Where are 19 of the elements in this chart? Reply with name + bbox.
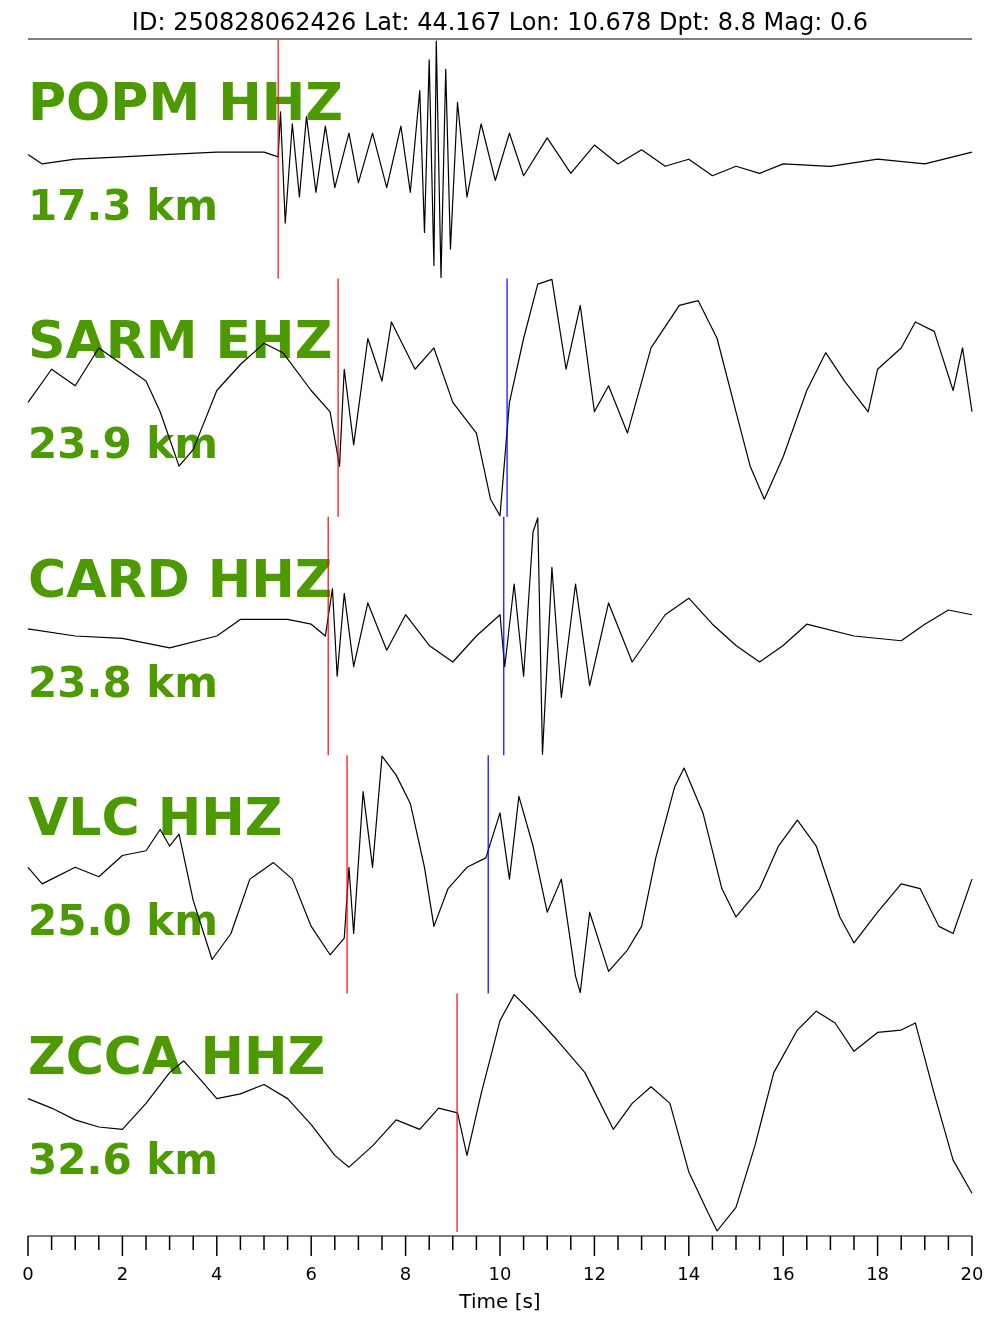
x-tick-label: 14 bbox=[677, 1263, 701, 1284]
x-tick-label: 10 bbox=[488, 1263, 512, 1284]
x-tick-label: 0 bbox=[22, 1263, 34, 1284]
annotation: VLC HHZ bbox=[28, 787, 283, 848]
annotation: 23.8 km bbox=[28, 657, 218, 707]
chart-title: ID: 250828062426 Lat: 44.167 Lon: 10.678 Dpt: 8.8 Mag: 0.6 bbox=[131, 8, 869, 36]
x-tick-label: 18 bbox=[866, 1263, 890, 1284]
x-axis-title: Time [s] bbox=[458, 1289, 541, 1313]
annotation: ZCCA HHZ bbox=[28, 1025, 326, 1086]
x-tick-label: 2 bbox=[116, 1263, 129, 1284]
x-tick-label: 6 bbox=[305, 1263, 317, 1284]
x-tick-label: 4 bbox=[211, 1263, 223, 1284]
annotation: 32.6 km bbox=[28, 1134, 218, 1184]
x-tick-label: 16 bbox=[771, 1263, 795, 1284]
x-tick-label: 8 bbox=[399, 1263, 412, 1284]
x-tick-label: 12 bbox=[582, 1263, 606, 1284]
x-tick-label: 20 bbox=[960, 1263, 984, 1284]
annotation: 17.3 km bbox=[28, 181, 218, 230]
annotation: SARM EHZ bbox=[28, 310, 333, 371]
